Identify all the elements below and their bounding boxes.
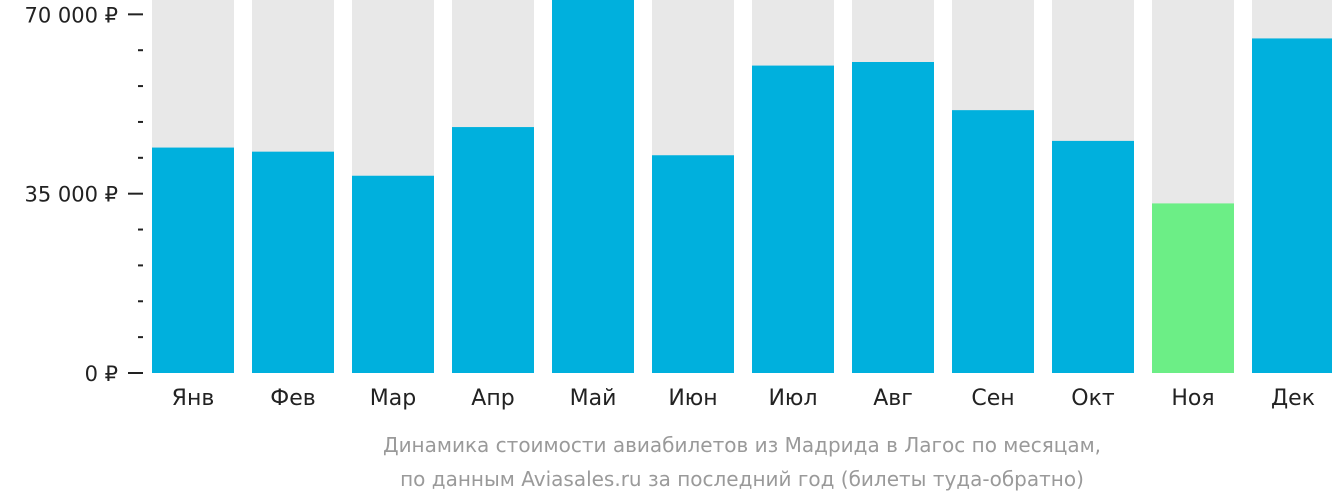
bar-Фев[interactable] xyxy=(252,151,334,373)
x-tick-label: Май xyxy=(570,386,617,411)
bar-Янв[interactable] xyxy=(152,147,234,373)
x-tick-label: Янв xyxy=(172,386,215,411)
y-tick-label: 0 ₽ xyxy=(85,362,118,386)
bar-Окт[interactable] xyxy=(1052,140,1134,373)
x-tick-label: Сен xyxy=(971,386,1014,411)
x-tick-label: Дек xyxy=(1271,386,1315,411)
x-tick-label: Апр xyxy=(471,386,514,411)
x-tick-label: Июл xyxy=(768,386,817,411)
bar-Мар[interactable] xyxy=(352,175,434,373)
x-tick-label: Мар xyxy=(370,386,416,411)
x-tick-label: Июн xyxy=(668,386,717,411)
chart-caption-line-2: по данным Aviasales.ru за последний год … xyxy=(400,467,1084,491)
bar-Авг[interactable] xyxy=(852,61,934,373)
bar-Ноя[interactable] xyxy=(1152,203,1234,373)
y-tick-label: 35 000 ₽ xyxy=(24,183,118,207)
y-tick-label: 70 000 ₽ xyxy=(24,3,118,27)
x-tick-label: Фев xyxy=(270,386,315,411)
bar-Июл[interactable] xyxy=(752,65,834,373)
x-tick-label: Окт xyxy=(1071,386,1115,411)
bar-Июн[interactable] xyxy=(652,155,734,373)
chart-caption-line-1: Динамика стоимости авиабилетов из Мадрид… xyxy=(382,433,1102,457)
price-bar-chart: Янв Фев Мар Апр Май Июн Июл Авг Сен Окт Ноя Дек 0 ₽ 3… xyxy=(24,0,1332,411)
x-tick-label: Ноя xyxy=(1171,386,1214,411)
bar-Апр[interactable] xyxy=(452,127,534,373)
bar-Май[interactable] xyxy=(552,0,634,373)
x-tick-label: Авг xyxy=(873,386,913,411)
bar-Дек[interactable] xyxy=(1252,38,1332,374)
bar-Сен[interactable] xyxy=(952,110,1034,374)
